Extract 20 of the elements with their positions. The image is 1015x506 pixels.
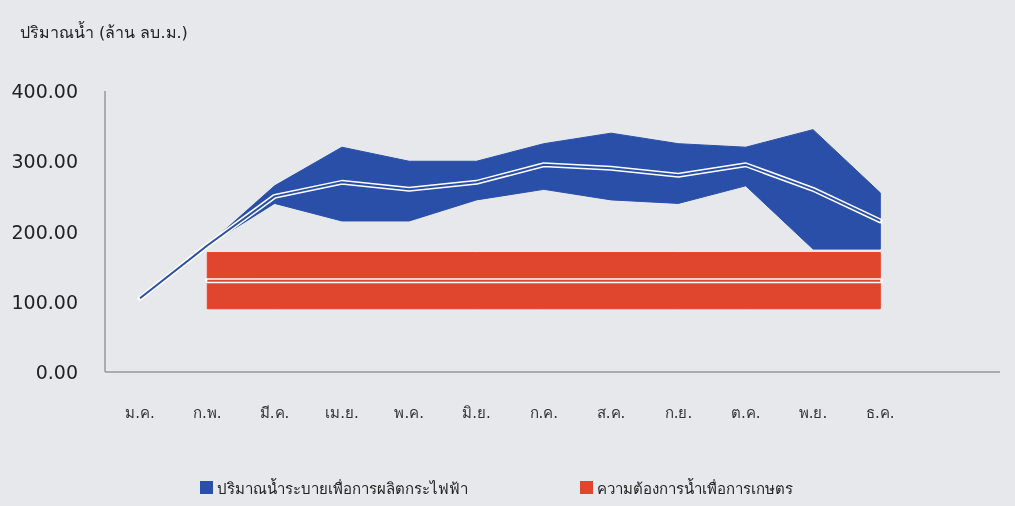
x-tick-label: ส.ค. — [596, 404, 626, 422]
x-tick-label: มี.ค. — [259, 404, 290, 422]
y-tick-label: 400.00 — [11, 80, 78, 102]
x-tick-label: ก.ค. — [529, 404, 559, 422]
x-tick-label: เม.ย. — [325, 404, 359, 422]
legend-label: ความต้องการน้ำเพื่อการเกษตร — [597, 478, 793, 498]
x-tick-label: ต.ค. — [730, 404, 761, 422]
x-tick-label: ม.ค. — [125, 404, 155, 422]
x-tick-label: ธ.ค. — [866, 404, 895, 422]
y-tick-label: 100.00 — [11, 290, 78, 313]
x-tick-label: มิ.ย. — [462, 404, 491, 422]
y-tick-label: 200.00 — [11, 220, 78, 243]
x-tick-label: พ.ย. — [798, 404, 828, 422]
x-tick-label: ก.ย. — [664, 404, 693, 422]
x-tick-label: ก.พ. — [193, 404, 222, 422]
y-tick-label: 300.00 — [11, 150, 78, 173]
x-tick-label: พ.ค. — [394, 404, 424, 422]
y-axis-title: ปริมาณน้ำ (ล้าน ลบ.ม.) — [20, 21, 188, 42]
legend-label: ปริมาณน้ำระบายเพื่อการผลิตกระไฟฟ้า — [217, 478, 468, 498]
y-tick-label: 0.00 — [35, 361, 78, 383]
